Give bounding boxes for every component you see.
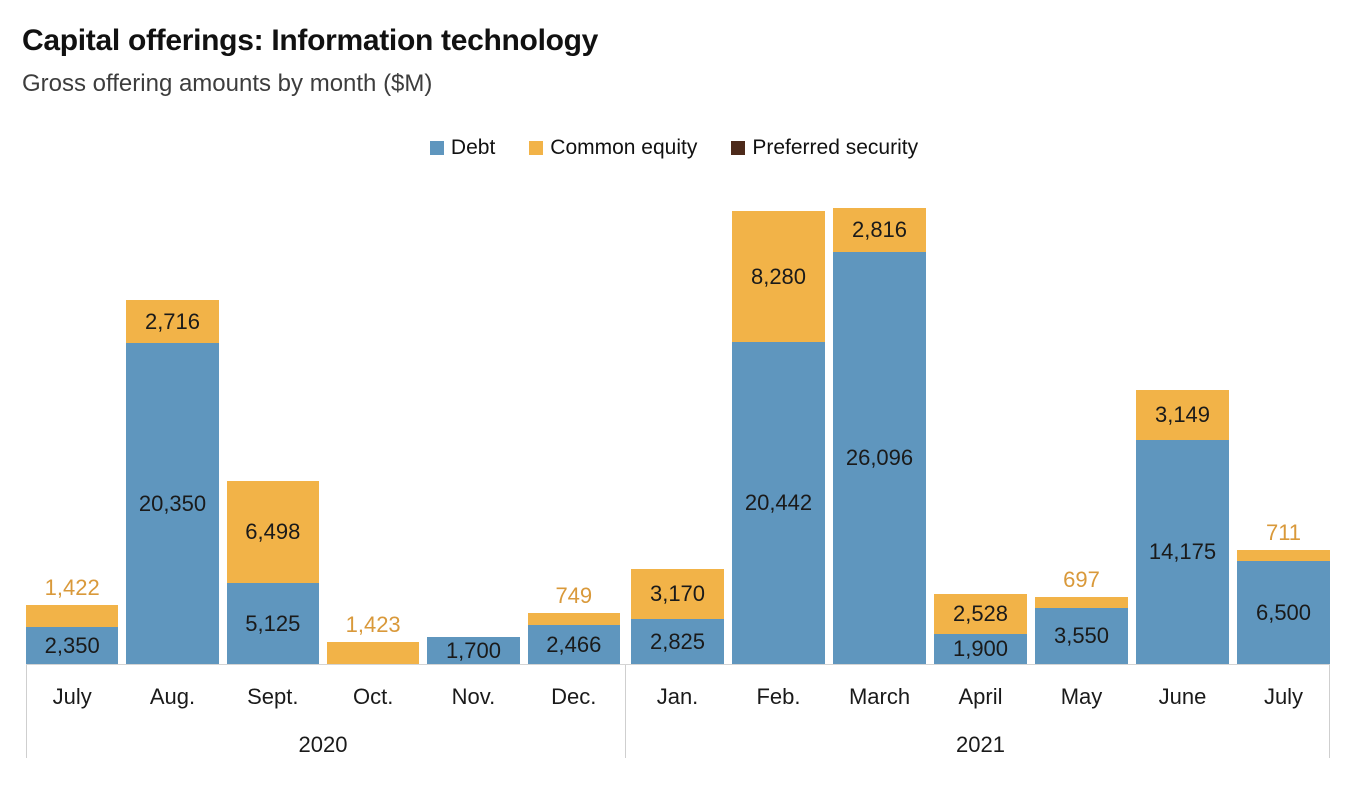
bar-segment-debt: 20,442: [732, 342, 825, 664]
chart-subtitle: Gross offering amounts by month ($M): [22, 70, 433, 97]
bar-column-march-2021: 2,816 26,096: [833, 208, 926, 664]
bar-groups: 1,422 2,350 2,716 20,350 6,498 5,125 1,423 1,70…: [26, 185, 1330, 758]
bar-segment-common-equity: 8,280: [732, 211, 825, 342]
common-equity-swatch-icon: [529, 141, 544, 155]
year-group-2021: 3,170 2,825 8,280 20,442 2,816 26,096 2,528 1,9…: [631, 185, 1330, 758]
axis-tick-right: [1329, 665, 1330, 758]
legend-item-debt: Debt: [429, 136, 496, 160]
value-label-above-common-equity: 697: [1063, 567, 1100, 592]
year-label-2021: 2021: [956, 732, 1005, 757]
bar-segment-debt: 1,700: [427, 637, 520, 664]
bar-segment-common-equity: [1237, 550, 1330, 561]
bar-segment-common-equity: [26, 605, 119, 627]
bar-column-feb-2021: 8,280 20,442: [732, 211, 825, 664]
x-axis-label: Feb.: [756, 684, 801, 709]
bar-column-june-2021: 3,149 14,175: [1136, 390, 1229, 664]
debt-swatch-icon: [429, 141, 444, 155]
legend-label-common-equity: Common equity: [550, 136, 698, 159]
bar-segment-common-equity: 2,816: [833, 208, 926, 252]
x-axis-label: June: [1158, 684, 1207, 709]
bars-row-2021: 3,170 2,825 8,280 20,442 2,816 26,096 2,528 1,9…: [631, 185, 1330, 664]
year-group-2020: 1,422 2,350 2,716 20,350 6,498 5,125 1,423 1,70…: [26, 185, 620, 758]
bar-column-nov-2020: 1,700: [427, 637, 520, 664]
bar-segment-debt: 6,500: [1237, 561, 1330, 664]
legend-item-preferred-security: Preferred security: [731, 136, 918, 160]
chart-title: Capital offerings: Information technolog…: [22, 24, 599, 57]
value-label-above-common-equity: 1,423: [345, 612, 401, 637]
bar-segment-debt: 2,350: [26, 627, 119, 664]
bars-row-2020: 1,422 2,350 2,716 20,350 6,498 5,125 1,423 1,70…: [26, 185, 620, 664]
value-label-above-common-equity: 1,422: [44, 575, 100, 600]
x-axis-label: May: [1060, 684, 1103, 709]
x-axis-label: March: [848, 684, 911, 709]
bar-segment-debt: 3,550: [1035, 608, 1128, 664]
x-axis-labels-2021: Jan. Feb. March April May June July: [631, 684, 1330, 710]
bar-segment-debt: 2,825: [631, 619, 724, 664]
axis-tick-year-divider: [625, 665, 626, 758]
bar-segment-debt: 14,175: [1136, 440, 1229, 664]
bar-segment-common-equity: 6,498: [226, 481, 319, 583]
x-axis-labels-2020: July Aug. Sept. Oct. Nov. Dec.: [26, 684, 620, 710]
legend-label-preferred-security: Preferred security: [752, 136, 919, 159]
x-axis-line: [26, 664, 1330, 665]
bar-segment-debt: 5,125: [226, 583, 319, 664]
bar-segment-common-equity: 2,528: [934, 594, 1027, 634]
x-axis-label: Jan.: [656, 684, 699, 709]
axis-tick-left: [26, 665, 27, 758]
x-axis-label: Dec.: [551, 684, 597, 709]
value-label-above-common-equity: 711: [1265, 520, 1302, 545]
bar-segment-common-equity: [1035, 597, 1128, 608]
bar-segment-debt: 26,096: [833, 252, 926, 664]
bar-segment-common-equity: [326, 642, 420, 664]
bar-segment-debt: 1,900: [934, 634, 1027, 664]
bar-segment-common-equity: 3,149: [1136, 390, 1229, 440]
x-axis-label: Sept.: [247, 684, 299, 709]
bar-segment-debt: 20,350: [126, 343, 219, 664]
bar-column-jan-2021: 3,170 2,825: [631, 569, 724, 664]
x-axis-label: April: [958, 684, 1003, 709]
x-axis-label: Oct.: [352, 684, 394, 709]
x-axis-label: Nov.: [451, 684, 496, 709]
plot-area: 1,422 2,350 2,716 20,350 6,498 5,125 1,423 1,70…: [26, 185, 1330, 785]
bar-segment-common-equity: 2,716: [126, 300, 219, 343]
bar-column-april-2021: 2,528 1,900: [934, 594, 1027, 664]
x-axis-label: July: [52, 684, 92, 709]
value-label-above-common-equity: 749: [555, 583, 593, 608]
legend-item-common-equity: Common equity: [529, 136, 697, 160]
preferred-security-swatch-icon: [731, 141, 746, 155]
year-label-2020: 2020: [298, 732, 348, 757]
x-axis-label: Aug.: [149, 684, 196, 709]
bar-segment-common-equity: [527, 613, 620, 625]
legend: Debt Common equity Preferred security: [0, 136, 1348, 160]
legend-label-debt: Debt: [450, 136, 496, 159]
bar-column-aug-2020: 2,716 20,350: [126, 300, 219, 664]
bar-column-may-2021: 697 3,550: [1035, 569, 1128, 664]
bar-segment-common-equity: 3,170: [631, 569, 724, 619]
bar-column-july-2020: 1,422 2,350: [26, 577, 119, 664]
bar-segment-debt: 2,466: [527, 625, 620, 664]
bar-column-dec-2020: 749 2,466: [527, 585, 620, 664]
x-axis-label: July: [1263, 684, 1304, 709]
bar-column-sept-2020: 6,498 5,125: [226, 481, 319, 664]
bar-column-july-2021: 711 6,500: [1237, 522, 1330, 664]
bar-column-oct-2020: 1,423: [326, 614, 420, 664]
